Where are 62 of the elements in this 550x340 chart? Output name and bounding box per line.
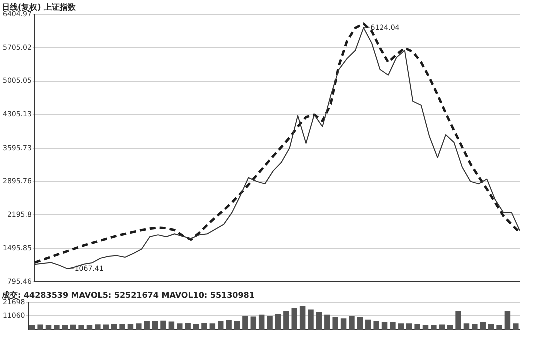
bar bbox=[414, 324, 420, 330]
bar bbox=[267, 316, 273, 330]
bar bbox=[242, 316, 248, 330]
bar bbox=[480, 322, 486, 330]
bar bbox=[111, 324, 118, 330]
bar bbox=[258, 314, 265, 330]
bar bbox=[422, 324, 429, 330]
bar bbox=[374, 321, 380, 330]
bar bbox=[431, 324, 437, 330]
bar bbox=[496, 324, 502, 330]
bar bbox=[513, 324, 519, 330]
chart-title: 成交: 44283539 MAVOL5: 52521674 MAVOL10: 55130981 bbox=[1, 290, 256, 300]
bar bbox=[504, 311, 511, 330]
bar bbox=[447, 324, 454, 330]
bar bbox=[226, 320, 232, 330]
bar bbox=[62, 325, 68, 330]
bar bbox=[86, 324, 93, 330]
bar bbox=[340, 318, 347, 330]
bar bbox=[78, 325, 84, 330]
bar bbox=[160, 320, 166, 330]
bar bbox=[275, 314, 282, 330]
bar bbox=[324, 314, 330, 330]
bar bbox=[210, 324, 216, 330]
bar bbox=[398, 324, 404, 330]
bar bbox=[185, 323, 191, 330]
bar bbox=[168, 322, 175, 330]
bar bbox=[202, 323, 208, 330]
bar bbox=[366, 320, 372, 330]
bar bbox=[390, 322, 396, 330]
bar bbox=[95, 324, 101, 330]
bar bbox=[439, 324, 446, 330]
bar bbox=[38, 324, 44, 330]
bar bbox=[70, 324, 76, 330]
bar bbox=[177, 324, 183, 330]
bar bbox=[54, 324, 60, 330]
bar bbox=[349, 316, 355, 330]
bar bbox=[284, 311, 290, 330]
bar bbox=[488, 324, 494, 330]
bar bbox=[136, 324, 142, 330]
bar bbox=[193, 324, 200, 330]
bar bbox=[382, 322, 388, 330]
bar bbox=[332, 317, 338, 330]
bar bbox=[120, 324, 126, 330]
bar bbox=[357, 317, 364, 330]
bar bbox=[218, 321, 224, 330]
bar bbox=[308, 310, 314, 330]
bar bbox=[316, 312, 322, 330]
bar bbox=[292, 308, 298, 330]
bar bbox=[406, 324, 412, 330]
bar bbox=[456, 311, 462, 330]
bar bbox=[472, 324, 478, 330]
bar bbox=[152, 321, 158, 330]
bar bbox=[103, 324, 109, 330]
bar bbox=[250, 316, 257, 330]
chart-title: 日线(复权) 上证指数 bbox=[2, 2, 78, 12]
bar bbox=[30, 324, 36, 330]
bar bbox=[46, 325, 52, 330]
bar bbox=[234, 321, 240, 330]
bar bbox=[128, 324, 134, 330]
bar bbox=[300, 306, 306, 330]
bar bbox=[464, 324, 470, 330]
bar bbox=[144, 321, 150, 330]
